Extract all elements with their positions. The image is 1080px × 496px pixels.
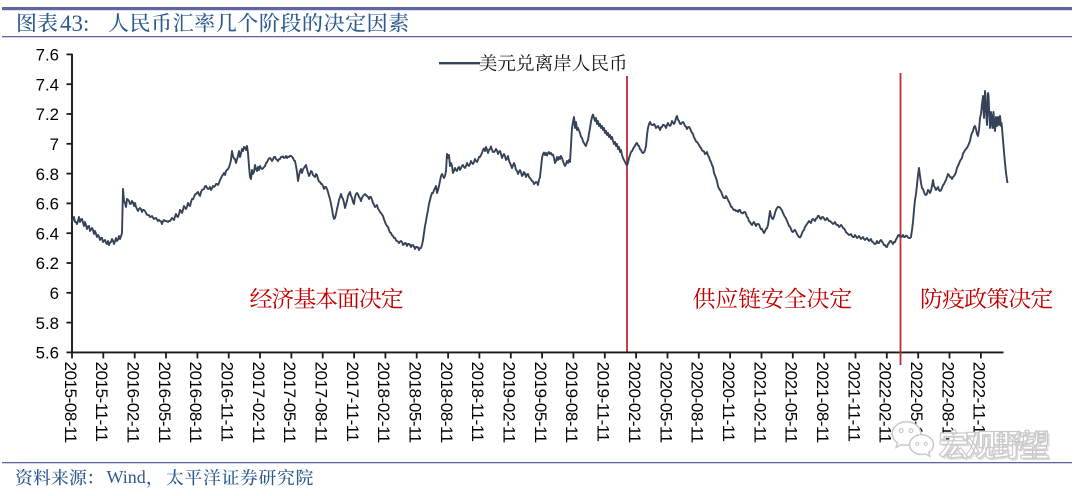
svg-text:2019-02-11: 2019-02-11: [500, 362, 519, 443]
svg-text:6.6: 6.6: [36, 195, 59, 214]
svg-text:7.2: 7.2: [36, 105, 59, 124]
svg-text:5.6: 5.6: [36, 344, 59, 363]
svg-text:6: 6: [50, 284, 59, 303]
svg-text:6.4: 6.4: [36, 224, 59, 243]
svg-text:2015-11-11: 2015-11-11: [92, 362, 111, 442]
svg-text:2018-02-11: 2018-02-11: [374, 362, 393, 443]
svg-text:2018-05-11: 2018-05-11: [406, 362, 425, 443]
svg-text:2019-11-11: 2019-11-11: [594, 362, 613, 442]
svg-text:2016-11-11: 2016-11-11: [218, 362, 237, 442]
svg-text:2022-08-11: 2022-08-11: [938, 362, 957, 443]
svg-text:2021-11-11: 2021-11-11: [844, 362, 863, 442]
svg-text:2021-02-11: 2021-02-11: [750, 362, 769, 443]
svg-text:2018-11-11: 2018-11-11: [468, 362, 487, 442]
svg-text:2017-05-11: 2017-05-11: [280, 362, 299, 443]
svg-text:2019-05-11: 2019-05-11: [531, 362, 550, 443]
svg-text:2020-11-11: 2020-11-11: [719, 362, 738, 442]
svg-text:2016-05-11: 2016-05-11: [155, 362, 174, 443]
svg-text:5.8: 5.8: [36, 314, 59, 333]
svg-text:2021-08-11: 2021-08-11: [813, 362, 832, 443]
svg-text:6.2: 6.2: [36, 254, 59, 273]
svg-text:2021-05-11: 2021-05-11: [782, 362, 801, 443]
svg-text:2015-08-11: 2015-08-11: [61, 362, 80, 443]
svg-text:7: 7: [50, 135, 59, 154]
svg-text:7.4: 7.4: [36, 75, 59, 94]
svg-text:2016-02-11: 2016-02-11: [124, 362, 143, 443]
svg-text:2017-02-11: 2017-02-11: [249, 362, 268, 443]
svg-text:2020-02-11: 2020-02-11: [625, 362, 644, 443]
svg-text:2017-08-11: 2017-08-11: [312, 362, 331, 443]
svg-text:2020-05-11: 2020-05-11: [656, 362, 675, 443]
svg-text:6.8: 6.8: [36, 165, 59, 184]
svg-text:2016-08-11: 2016-08-11: [186, 362, 205, 443]
svg-text:Wind: Wind: [107, 467, 146, 487]
svg-text:2018-08-11: 2018-08-11: [437, 362, 456, 443]
svg-text:2017-11-11: 2017-11-11: [343, 362, 362, 442]
svg-text:2020-08-11: 2020-08-11: [688, 362, 707, 443]
svg-text:2022-02-11: 2022-02-11: [876, 362, 895, 443]
svg-text:7.6: 7.6: [36, 46, 59, 65]
svg-text:2019-08-11: 2019-08-11: [562, 362, 581, 443]
svg-text:2022-11-11: 2022-11-11: [970, 362, 989, 442]
svg-text:43:: 43:: [60, 11, 89, 36]
